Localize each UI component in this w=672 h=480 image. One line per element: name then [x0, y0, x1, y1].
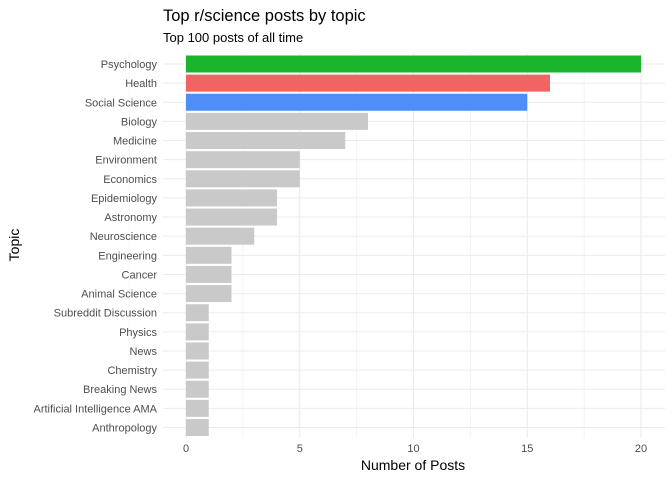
x-tick-label: 20 [635, 443, 647, 455]
bar [186, 55, 641, 73]
bar [186, 93, 528, 111]
x-tick-label: 0 [183, 443, 189, 455]
y-tick-label: Subreddit Discussion [54, 308, 157, 320]
bar [186, 323, 209, 341]
bars [186, 55, 641, 436]
x-tick-label: 10 [407, 443, 419, 455]
bar [186, 112, 368, 130]
bar [186, 246, 232, 264]
bar [186, 189, 277, 207]
y-tick-label: Social Science [85, 97, 157, 109]
y-tick-label: Biology [121, 116, 158, 128]
bar [186, 170, 300, 188]
bar [186, 304, 209, 322]
y-axis-title: Topic [6, 229, 22, 262]
y-tick-label: Environment [95, 155, 157, 167]
x-axis-tick-labels: 0 5 10 15 20 [183, 443, 647, 455]
y-tick-label: Medicine [113, 136, 157, 148]
y-tick-label: Epidemiology [91, 193, 158, 205]
bar [186, 265, 232, 283]
bar [186, 151, 300, 169]
y-axis-tick-labels: Psychology Health Social Science Biology Med… [34, 59, 158, 435]
bar [186, 208, 277, 226]
x-tick-label: 5 [297, 443, 303, 455]
y-tick-label: Engineering [98, 250, 157, 262]
gridlines [128, 54, 665, 438]
y-tick-label: Anthropology [92, 423, 157, 435]
bar [186, 285, 232, 303]
y-tick-label: Psychology [101, 59, 158, 71]
y-tick-label: Astronomy [104, 212, 157, 224]
y-tick-label: Economics [103, 174, 157, 186]
y-tick-label: Health [125, 78, 157, 90]
bar [186, 361, 209, 379]
bar [186, 399, 209, 417]
bar [186, 227, 255, 245]
bar [186, 74, 550, 92]
y-tick-label: Neuroscience [90, 231, 157, 243]
bar [186, 342, 209, 360]
y-tick-label: Chemistry [107, 365, 157, 377]
y-tick-label: Breaking News [83, 384, 157, 396]
x-tick-label: 15 [521, 443, 533, 455]
y-tick-label: Animal Science [81, 289, 157, 301]
y-tick-label: Artificial Intelligence AMA [34, 403, 158, 415]
y-tick-label: Cancer [122, 269, 158, 281]
x-axis-title: Number of Posts [361, 457, 465, 473]
bar [186, 419, 209, 436]
y-tick-label: Physics [119, 327, 157, 339]
bar [186, 132, 346, 150]
y-tick-label: News [129, 346, 157, 358]
chart-title: Top r/science posts by topic [163, 7, 366, 25]
chart-subtitle: Top 100 posts of all time [163, 30, 303, 45]
bar [186, 380, 209, 398]
